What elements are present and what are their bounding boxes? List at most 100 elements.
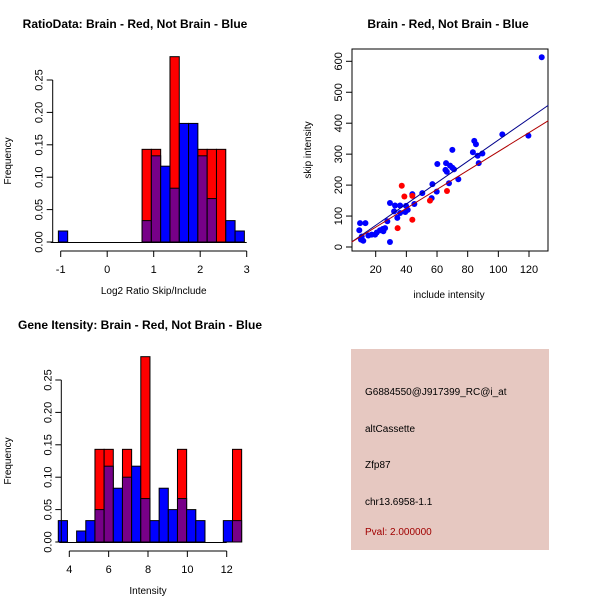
- x-tick-label: 12: [221, 564, 233, 576]
- bar-overlap: [103, 465, 114, 543]
- event-type: altCassette: [365, 424, 416, 435]
- y-tick-label: 400: [333, 114, 345, 132]
- y-tick-label: 600: [333, 52, 345, 70]
- point-brain: [394, 225, 401, 232]
- point-not-brain: [445, 180, 452, 187]
- pval: Pval: 2.000000: [365, 527, 432, 538]
- y-tick-label: 0: [333, 244, 345, 250]
- y-tick-label: 0.25: [42, 369, 54, 390]
- y-tick-label: 500: [333, 83, 345, 101]
- point-not-brain: [449, 146, 456, 153]
- probe-id: G6884550@J917399_RC@i_at: [365, 387, 507, 398]
- y-tick-label: 300: [333, 145, 345, 163]
- bar-overlap: [206, 198, 217, 243]
- point-not-brain: [443, 168, 450, 175]
- point-not-brain: [392, 202, 399, 209]
- point-not-brain: [386, 239, 393, 246]
- bar-not-brain: [57, 520, 68, 543]
- bar-not-brain: [186, 509, 197, 543]
- point-brain: [401, 193, 408, 200]
- bar-overlap: [121, 476, 133, 543]
- y-tick-label: 100: [333, 207, 345, 225]
- point-not-brain: [362, 220, 369, 227]
- y-tick-label: 0.25: [34, 69, 46, 90]
- x-tick-label: 4: [66, 564, 72, 576]
- point-not-brain: [538, 54, 545, 61]
- point-not-brain: [384, 218, 391, 225]
- plot-frame: [351, 48, 549, 252]
- point-brain: [398, 182, 405, 189]
- y-tick-label: 0.20: [42, 402, 54, 423]
- x-tick-label: 120: [520, 264, 538, 276]
- point-not-brain: [391, 208, 398, 215]
- bar-overlap: [176, 498, 188, 543]
- bar-not-brain: [160, 165, 171, 243]
- y-tick-label: 0.00: [34, 231, 46, 252]
- point-brain: [409, 216, 416, 223]
- x-axis-label: Log2 Ratio Skip/Include: [101, 286, 207, 297]
- x-axis-label: Intensity: [129, 586, 166, 597]
- bar-not-brain: [195, 520, 206, 543]
- bar-overlap: [94, 509, 105, 543]
- point-not-brain: [472, 141, 479, 148]
- point-not-brain: [394, 214, 401, 221]
- bar-overlap: [231, 520, 243, 543]
- y-tick-label: 0.05: [42, 499, 54, 520]
- bar-not-brain: [149, 520, 160, 543]
- point-not-brain: [357, 220, 364, 227]
- bar-not-brain: [131, 465, 142, 543]
- bar-not-brain: [178, 122, 190, 243]
- bar-not-brain: [234, 230, 245, 243]
- y-tick-label: 0.00: [42, 531, 54, 552]
- y-tick-label: 0.15: [42, 434, 54, 455]
- x-tick-label: 100: [489, 264, 507, 276]
- bar-not-brain: [167, 509, 178, 543]
- x-tick-label: 3: [244, 264, 250, 276]
- y-tick-label: 0.10: [34, 166, 46, 187]
- location: chr13.6958-1.1: [365, 497, 433, 508]
- y-tick-label: 0.05: [34, 199, 46, 220]
- fit-line-brain: [351, 120, 549, 243]
- bar-overlap: [150, 155, 162, 243]
- point-not-brain: [429, 181, 436, 188]
- bar-overlap: [169, 187, 180, 243]
- bar-not-brain: [225, 220, 236, 243]
- bar-overlap: [141, 220, 152, 243]
- x-tick-label: -1: [56, 264, 66, 276]
- y-axis-label: skip intensity: [303, 121, 314, 178]
- x-tick-label: 10: [181, 564, 193, 576]
- point-not-brain: [434, 161, 441, 168]
- y-tick-label: 0.15: [34, 134, 46, 155]
- x-tick-label: 20: [370, 264, 382, 276]
- point-brain: [426, 197, 433, 204]
- y-tick-label: 0.10: [42, 466, 54, 487]
- point-not-brain: [469, 149, 476, 156]
- chart-title: Brain - Red, Not Brain - Blue: [367, 17, 529, 31]
- x-tick-label: 40: [400, 264, 412, 276]
- x-tick-label: 60: [431, 264, 443, 276]
- bar-not-brain: [222, 520, 233, 543]
- x-tick-label: 2: [197, 264, 203, 276]
- x-tick-label: 1: [151, 264, 157, 276]
- point-not-brain: [380, 228, 387, 235]
- point-not-brain: [356, 227, 363, 234]
- bar-not-brain: [158, 487, 169, 543]
- x-tick-label: 6: [106, 564, 112, 576]
- point-not-brain: [386, 200, 393, 207]
- bar-not-brain: [76, 530, 87, 543]
- bar-brain: [215, 148, 227, 243]
- bar-not-brain: [57, 230, 69, 243]
- point-not-brain: [397, 202, 404, 209]
- x-tick-label: 0: [104, 264, 110, 276]
- y-tick-label: 200: [333, 176, 345, 194]
- point-not-brain: [499, 131, 506, 138]
- bar-not-brain: [85, 520, 96, 543]
- bar-not-brain: [112, 487, 123, 543]
- point-brain: [443, 187, 450, 194]
- x-tick-label: 8: [145, 564, 151, 576]
- bar-not-brain: [188, 122, 199, 243]
- chart-title: Gene Itensity: Brain - Red, Not Brain - …: [18, 318, 262, 332]
- x-axis-label: include intensity: [413, 290, 484, 301]
